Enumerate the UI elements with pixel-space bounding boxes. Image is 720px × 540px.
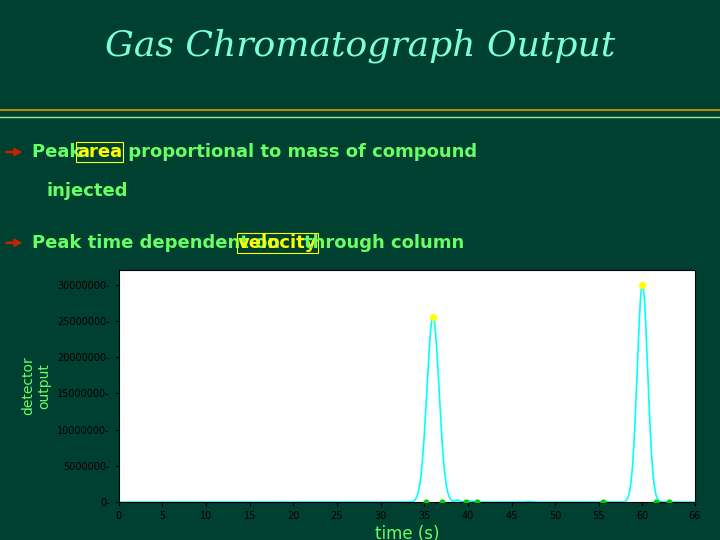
Point — [663, 498, 675, 507]
Text: injected: injected — [47, 183, 128, 200]
Text: Gas Chromatograph Output: Gas Chromatograph Output — [105, 28, 615, 63]
Y-axis label: detector
output: detector output — [22, 357, 51, 415]
Point — [649, 498, 661, 507]
Point — [598, 498, 609, 507]
X-axis label: time (s): time (s) — [374, 525, 439, 540]
Text: Peak: Peak — [32, 143, 88, 161]
Point — [436, 498, 447, 507]
Text: velocity: velocity — [238, 234, 317, 252]
Point — [460, 498, 472, 507]
Text: proportional to mass of compound: proportional to mass of compound — [122, 143, 477, 161]
Point — [420, 498, 432, 507]
Text: area: area — [77, 143, 122, 161]
Point — [471, 498, 482, 507]
Point — [636, 280, 648, 289]
Point — [427, 313, 438, 321]
Text: through column: through column — [304, 234, 464, 252]
Text: Peak time dependent on: Peak time dependent on — [32, 234, 287, 252]
